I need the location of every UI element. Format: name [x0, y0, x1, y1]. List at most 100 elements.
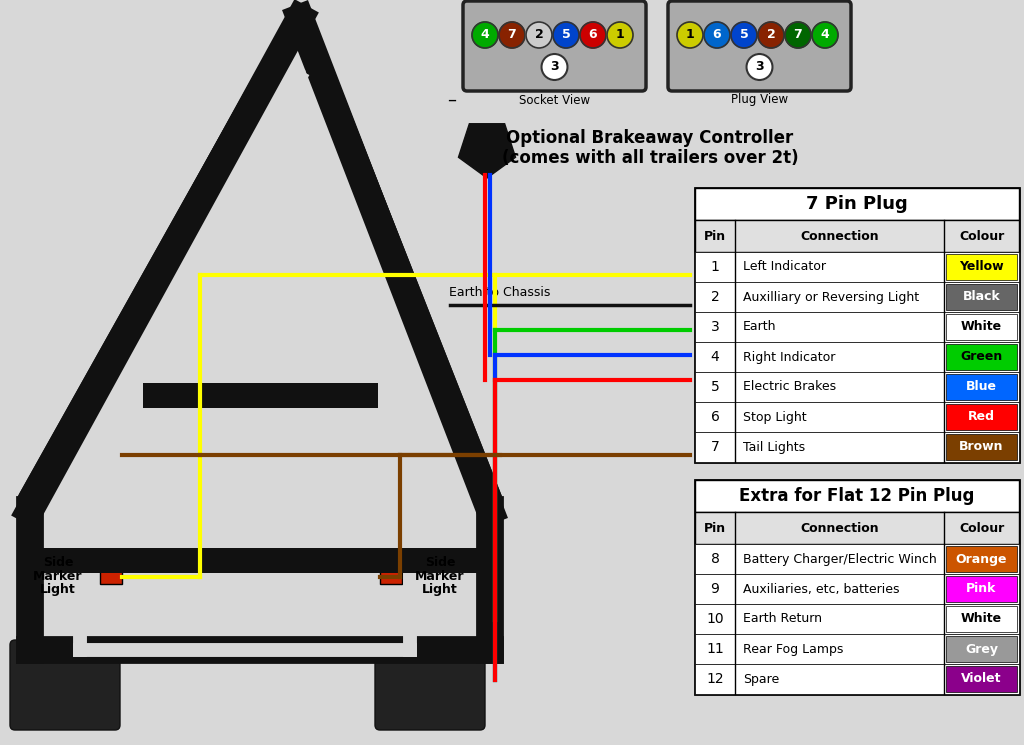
Text: 5: 5 [739, 28, 749, 42]
FancyBboxPatch shape [10, 640, 120, 730]
Bar [695, 282, 1019, 312]
Text: 6: 6 [713, 28, 721, 42]
Bar [946, 434, 1017, 460]
Bar [946, 636, 1017, 662]
Text: Left Indicator: Left Indicator [743, 261, 826, 273]
Text: 5: 5 [711, 380, 720, 394]
Text: 7: 7 [794, 28, 803, 42]
Circle shape [472, 22, 498, 48]
Text: 5: 5 [561, 28, 570, 42]
Text: 1: 1 [711, 260, 720, 274]
Bar [946, 344, 1017, 370]
Circle shape [785, 22, 811, 48]
Bar [695, 512, 1019, 544]
Text: 2: 2 [767, 28, 775, 42]
Bar [695, 188, 1019, 220]
Text: Pin: Pin [703, 522, 726, 534]
Bar [946, 254, 1017, 280]
Bar [695, 604, 1019, 634]
Bar [695, 372, 1019, 402]
Text: Blue: Blue [966, 381, 997, 393]
Text: Grey: Grey [965, 642, 998, 656]
Text: Connection: Connection [800, 522, 879, 534]
Text: Battery Charger/Electric Winch: Battery Charger/Electric Winch [743, 553, 937, 565]
Text: 1: 1 [615, 28, 625, 42]
Bar [946, 666, 1017, 692]
Text: 3: 3 [550, 60, 559, 74]
Text: 4: 4 [820, 28, 829, 42]
Text: Pin: Pin [703, 229, 726, 243]
Text: Colour: Colour [958, 522, 1005, 534]
Text: Tail Lights: Tail Lights [743, 440, 805, 454]
Bar [695, 432, 1019, 462]
Bar [695, 342, 1019, 372]
Text: 9: 9 [711, 582, 720, 596]
Text: Violet: Violet [962, 673, 1001, 685]
Text: 12: 12 [707, 672, 724, 686]
Text: Black: Black [963, 291, 1000, 303]
Text: Light: Light [422, 583, 458, 597]
Bar [695, 574, 1019, 604]
Text: Stop Light: Stop Light [743, 410, 807, 423]
Text: Right Indicator: Right Indicator [743, 350, 836, 364]
Text: Green: Green [961, 350, 1002, 364]
Bar [695, 634, 1019, 664]
Bar [695, 664, 1019, 694]
Text: Earth: Earth [743, 320, 776, 334]
Text: 6: 6 [589, 28, 597, 42]
Text: Side: Side [43, 556, 74, 568]
Text: Red: Red [968, 410, 995, 423]
Text: 6: 6 [711, 410, 720, 424]
Bar [946, 374, 1017, 400]
Bar [946, 404, 1017, 430]
Polygon shape [459, 124, 515, 178]
Circle shape [542, 54, 567, 80]
Text: Earth to Chassis: Earth to Chassis [450, 287, 551, 299]
Text: 1: 1 [686, 28, 694, 42]
Text: Rear Fog Lamps: Rear Fog Lamps [743, 642, 844, 656]
Text: Plug View: Plug View [731, 94, 788, 107]
Text: –: – [447, 91, 457, 109]
Text: White: White [961, 612, 1002, 626]
Text: Pink: Pink [967, 583, 996, 595]
Text: 7: 7 [508, 28, 516, 42]
Bar [695, 188, 1019, 462]
Circle shape [677, 22, 703, 48]
Text: 4: 4 [480, 28, 489, 42]
Text: Colour: Colour [958, 229, 1005, 243]
FancyBboxPatch shape [375, 640, 485, 730]
Circle shape [705, 22, 730, 48]
Bar [946, 606, 1017, 632]
Text: 8: 8 [711, 552, 720, 566]
Bar [695, 480, 1019, 512]
Circle shape [499, 22, 525, 48]
Bar [695, 480, 1019, 694]
Text: Socket View: Socket View [519, 94, 590, 107]
Bar [695, 220, 1019, 252]
Text: Orange: Orange [955, 553, 1008, 565]
Text: 7 Pin Plug: 7 Pin Plug [806, 195, 908, 213]
Text: Auxilliary or Reversing Light: Auxilliary or Reversing Light [743, 291, 920, 303]
Text: White: White [961, 320, 1002, 334]
Bar [695, 312, 1019, 342]
Text: 2: 2 [711, 290, 720, 304]
Bar [946, 576, 1017, 602]
Text: 11: 11 [707, 642, 724, 656]
Circle shape [758, 22, 784, 48]
Text: Electric Brakes: Electric Brakes [743, 381, 837, 393]
Text: Side: Side [425, 556, 456, 568]
Bar [380, 570, 402, 584]
Bar [946, 546, 1017, 572]
Text: Marker: Marker [33, 569, 83, 583]
Circle shape [580, 22, 606, 48]
Circle shape [526, 22, 552, 48]
Bar [695, 252, 1019, 282]
Text: 10: 10 [707, 612, 724, 626]
Text: Auxiliaries, etc, batteries: Auxiliaries, etc, batteries [743, 583, 899, 595]
Circle shape [812, 22, 838, 48]
Bar [946, 314, 1017, 340]
Bar [695, 402, 1019, 432]
Bar [946, 284, 1017, 310]
Circle shape [553, 22, 579, 48]
Text: 3: 3 [711, 320, 720, 334]
